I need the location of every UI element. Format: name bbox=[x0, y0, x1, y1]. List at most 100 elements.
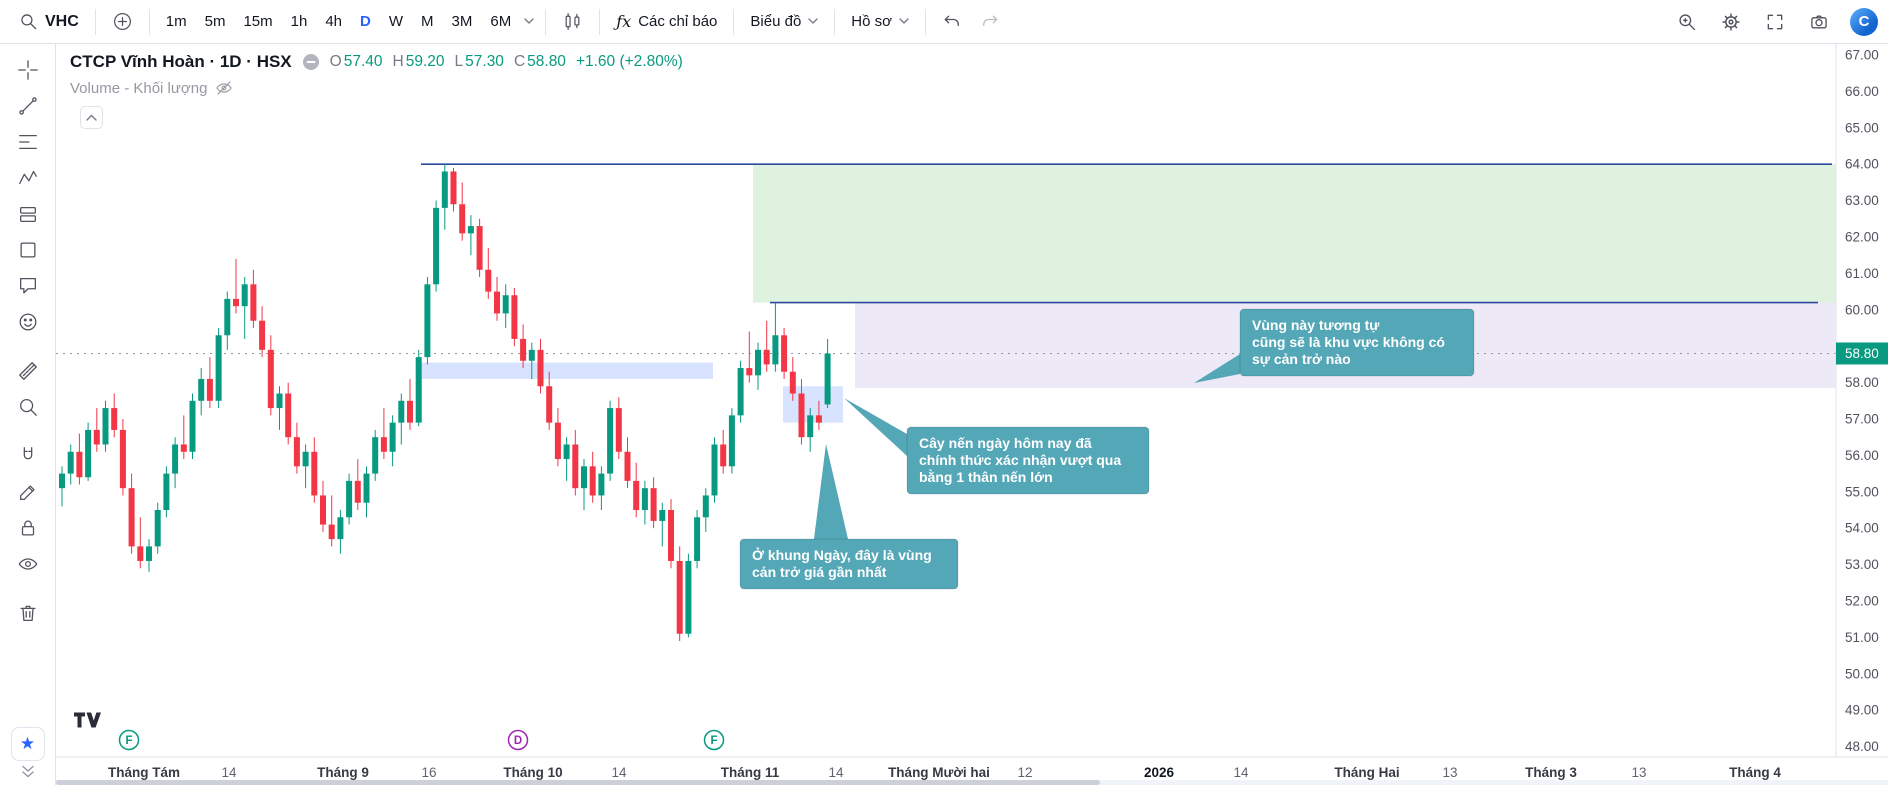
legend-minus-icon[interactable] bbox=[302, 53, 320, 71]
event-marker-D[interactable]: D bbox=[507, 729, 529, 751]
zoom-tool[interactable] bbox=[9, 389, 47, 425]
svg-text:50.00: 50.00 bbox=[1845, 666, 1879, 681]
svg-text:55.00: 55.00 bbox=[1845, 484, 1879, 499]
snapshot-button[interactable] bbox=[1800, 6, 1838, 38]
toolbar-right-group: C bbox=[1668, 6, 1878, 38]
chart-type-button[interactable] bbox=[553, 5, 592, 38]
event-marker-F[interactable]: F bbox=[703, 729, 725, 751]
callout-breakout-candle[interactable]: Cây nến ngày hôm nay đã chính thức xác nh… bbox=[844, 398, 1150, 495]
svg-text:54.00: 54.00 bbox=[1845, 521, 1879, 536]
svg-text:14: 14 bbox=[1233, 765, 1249, 780]
drawing-toolbar: ★ bbox=[0, 44, 56, 785]
toolbar-separator bbox=[834, 8, 836, 35]
time-axis[interactable]: Tháng Tám 14 Tháng 9 16 Tháng 10 14 Tháng 11 14… bbox=[108, 765, 1781, 780]
main-area: ★ Vùng này tương tự cũng sẽ là khu vực kh… bbox=[0, 44, 1888, 785]
remove-drawings-tool[interactable] bbox=[9, 595, 47, 631]
timeframe-button-6M[interactable]: 6M bbox=[481, 7, 520, 36]
svg-text:58.00: 58.00 bbox=[1845, 375, 1879, 390]
ruler-icon bbox=[18, 362, 37, 380]
eye-off-icon[interactable] bbox=[215, 79, 233, 97]
svg-text:60.00: 60.00 bbox=[1845, 302, 1879, 317]
toolbar-separator bbox=[733, 8, 735, 35]
tradingview-logo[interactable] bbox=[74, 712, 101, 733]
chart-menu-label: Biểu đồ bbox=[750, 13, 802, 30]
position-tool[interactable] bbox=[9, 196, 47, 232]
callout-nearest-resistance[interactable]: Ở khung Ngày, đây là vùng cản trở giá gần… bbox=[739, 444, 959, 590]
star-icon: ★ bbox=[19, 734, 36, 753]
chevron-down-icon bbox=[808, 18, 818, 24]
ohlc-O: O 57.40 bbox=[329, 53, 383, 70]
favorites-toolbar-button[interactable]: ★ bbox=[10, 727, 45, 761]
svg-text:57.00: 57.00 bbox=[1845, 412, 1879, 427]
resistance-box-september[interactable] bbox=[419, 362, 713, 379]
trend-line-tool[interactable] bbox=[9, 88, 47, 124]
svg-text:F: F bbox=[710, 735, 717, 747]
chart-canvas[interactable]: Vùng này tương tự cũng sẽ là khu vực khôn… bbox=[56, 44, 1888, 785]
timeframe-button-15m[interactable]: 15m bbox=[234, 7, 281, 36]
volume-label: Volume - Khối lượng bbox=[70, 79, 208, 97]
svg-text:13: 13 bbox=[1442, 765, 1457, 780]
quick-search-button[interactable] bbox=[1668, 6, 1706, 38]
svg-text:53.00: 53.00 bbox=[1845, 557, 1879, 572]
svg-text:Tháng Hai: Tháng Hai bbox=[1334, 765, 1399, 780]
svg-text:65.00: 65.00 bbox=[1845, 120, 1879, 135]
text-annotation-tool[interactable] bbox=[9, 268, 47, 304]
shapes-tool[interactable] bbox=[9, 232, 47, 268]
indicators-button[interactable]: ƒx Các chỉ báo bbox=[607, 7, 726, 36]
settings-button[interactable] bbox=[1712, 6, 1750, 38]
candlestick-chart-icon bbox=[565, 13, 580, 30]
fib-retracement-tool[interactable] bbox=[9, 124, 47, 160]
scrollbar-thumb[interactable] bbox=[56, 780, 1101, 785]
upper-clear-zone[interactable] bbox=[753, 164, 1836, 303]
price-axis[interactable]: 67.00 66.00 65.00 64.00 63.00 62.00 61.00 60.00… bbox=[1845, 48, 1879, 755]
svg-text:13: 13 bbox=[1631, 765, 1646, 780]
timeframe-button-4h[interactable]: 4h bbox=[316, 7, 351, 36]
candlesticks[interactable] bbox=[59, 164, 831, 642]
svg-text:51.00: 51.00 bbox=[1845, 630, 1879, 645]
callout-no-resistance[interactable]: Vùng này tương tự cũng sẽ là khu vực khôn… bbox=[1194, 308, 1475, 383]
timeframe-button-W[interactable]: W bbox=[380, 7, 412, 36]
fx-icon: ƒx bbox=[616, 11, 632, 31]
timeframe-button-1m[interactable]: 1m bbox=[157, 7, 196, 36]
svg-text:63.00: 63.00 bbox=[1845, 193, 1879, 208]
timeframe-button-M[interactable]: M bbox=[412, 7, 443, 36]
svg-text:56.00: 56.00 bbox=[1845, 448, 1879, 463]
broker-logo-letter: C bbox=[1858, 13, 1870, 30]
profile-menu-button[interactable]: Hồ sơ bbox=[842, 7, 918, 36]
horizontal-scrollbar[interactable] bbox=[56, 780, 1888, 785]
measure-tool[interactable] bbox=[9, 353, 47, 389]
event-marker-F[interactable]: F bbox=[118, 729, 140, 751]
svg-text:2026: 2026 bbox=[1144, 765, 1175, 780]
symbol-title[interactable]: CTCP Vĩnh Hoàn · 1D · HSX bbox=[70, 52, 292, 71]
timeframe-button-5m[interactable]: 5m bbox=[196, 7, 235, 36]
timeframe-button-D[interactable]: D bbox=[351, 7, 380, 36]
legend-collapse-button[interactable] bbox=[80, 106, 103, 129]
chevron-up-icon bbox=[86, 114, 97, 121]
undo-button[interactable] bbox=[933, 6, 971, 38]
toolbar-collapse-button[interactable] bbox=[21, 765, 35, 779]
timeframe-button-1h[interactable]: 1h bbox=[282, 7, 317, 36]
emoji-tool[interactable] bbox=[9, 304, 47, 340]
symbol-search-button[interactable]: VHC bbox=[10, 6, 88, 37]
lock-drawings-tool[interactable] bbox=[9, 510, 47, 546]
timeframe-menu-caret[interactable] bbox=[520, 12, 538, 31]
broker-logo[interactable]: C bbox=[1850, 7, 1878, 36]
emoji-smiley-icon bbox=[19, 313, 36, 331]
pattern-tool[interactable] bbox=[9, 160, 47, 196]
symbol-label: VHC bbox=[45, 12, 79, 30]
hide-drawings-tool[interactable] bbox=[9, 546, 47, 582]
compare-add-button[interactable] bbox=[103, 5, 142, 38]
fullscreen-button[interactable] bbox=[1756, 6, 1794, 38]
volume-legend[interactable]: Volume - Khối lượng bbox=[70, 79, 683, 97]
eye-icon bbox=[18, 558, 37, 570]
cursor-crosshair-tool[interactable] bbox=[9, 52, 47, 88]
redo-button[interactable] bbox=[971, 6, 1009, 38]
draw-mode-tool[interactable] bbox=[9, 474, 47, 510]
chart-menu-button[interactable]: Biểu đồ bbox=[741, 7, 827, 36]
timeframe-button-3M[interactable]: 3M bbox=[443, 7, 482, 36]
svg-text:Tháng Tám: Tháng Tám bbox=[108, 765, 180, 780]
magnet-mode-tool[interactable] bbox=[9, 438, 47, 474]
svg-text:49.00: 49.00 bbox=[1845, 703, 1879, 718]
